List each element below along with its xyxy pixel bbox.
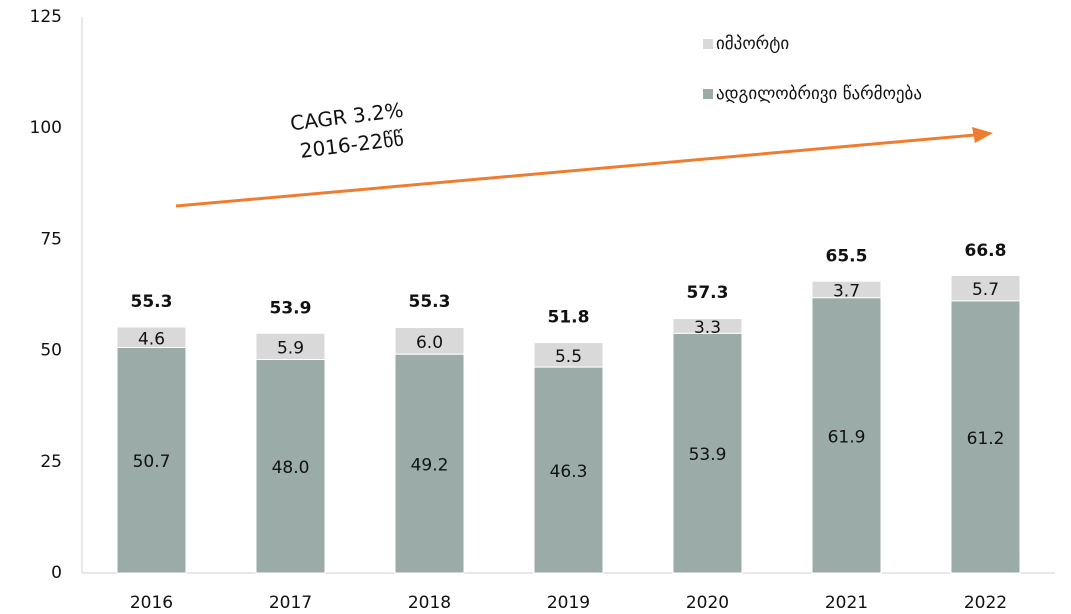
y-tick-label: 125 (30, 7, 62, 27)
bar-segment (255, 332, 326, 360)
legend-label: იმპორტი (716, 34, 789, 54)
total-label: 55.3 (409, 292, 451, 312)
value-label: 48.0 (272, 458, 310, 478)
value-label: 53.9 (689, 445, 727, 465)
y-tick-label: 100 (30, 118, 62, 138)
legend-label: ადგილობრივი წარმოება (716, 84, 922, 104)
total-label: 55.3 (131, 292, 173, 312)
x-tick-label: 2016 (130, 593, 173, 613)
x-tick-label: 2022 (964, 593, 1007, 613)
value-label: 61.9 (828, 427, 866, 447)
value-label: 61.2 (967, 429, 1005, 449)
y-tick-label: 50 (40, 341, 62, 361)
value-label: 3.3 (694, 318, 721, 338)
x-tick-label: 2021 (825, 593, 868, 613)
y-tick-label: 0 (51, 563, 62, 583)
value-label: 5.5 (555, 347, 582, 367)
bar-segment (394, 326, 465, 355)
value-label: 46.3 (550, 462, 588, 482)
value-label: 3.7 (833, 281, 860, 301)
arrow-head (972, 127, 993, 143)
value-label: 4.6 (138, 329, 165, 349)
x-tick-label: 2019 (547, 593, 590, 613)
x-tick-label: 2018 (408, 593, 451, 613)
bar-segment (116, 346, 187, 574)
total-label: 66.8 (965, 241, 1007, 261)
total-label: 53.9 (270, 298, 312, 318)
bar-segment (672, 318, 743, 334)
y-tick-label: 75 (40, 229, 62, 249)
bar-segment (533, 342, 604, 368)
bar-segment (672, 332, 743, 574)
legend-swatch (703, 39, 713, 49)
legend-swatch (703, 89, 713, 99)
x-tick-label: 2020 (686, 593, 729, 613)
value-label: 49.2 (411, 456, 449, 476)
value-label: 50.7 (133, 452, 171, 472)
x-tick-label: 2017 (269, 593, 312, 613)
y-tick-label: 25 (40, 452, 62, 472)
total-label: 57.3 (687, 283, 729, 303)
bar-segment (255, 358, 326, 574)
value-label: 5.7 (972, 280, 999, 300)
bar-segment (950, 274, 1021, 302)
total-label: 51.8 (548, 308, 590, 328)
bar-segment (950, 300, 1021, 574)
trend-arrow (175, 133, 976, 208)
bar-segment (811, 297, 882, 574)
bar-segment (811, 280, 882, 299)
bar-segment (116, 326, 187, 348)
total-label: 65.5 (826, 247, 868, 267)
value-label: 5.9 (277, 338, 304, 358)
bar-segment (394, 353, 465, 574)
value-label: 6.0 (416, 333, 443, 353)
